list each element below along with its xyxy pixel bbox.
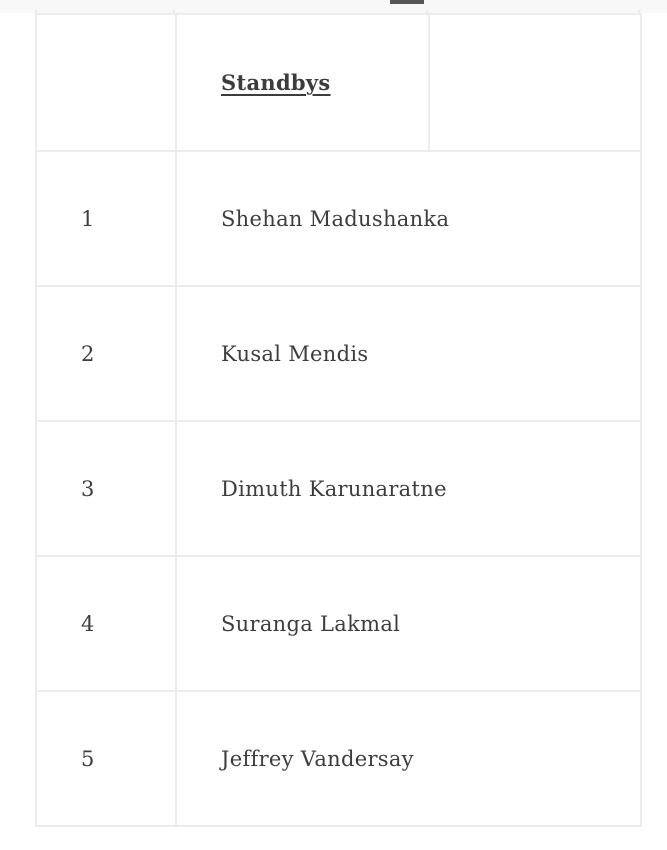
table-row: 4 Suranga Lakmal (35, 555, 642, 692)
player-name: Suranga Lakmal (175, 555, 642, 692)
row-number: 2 (35, 285, 177, 422)
row-number: 1 (35, 150, 177, 287)
table-row: 2 Kusal Mendis (35, 285, 642, 422)
row-number: 5 (35, 690, 177, 827)
player-name: Dimuth Karunaratne (175, 420, 642, 557)
header-empty-cell-right (428, 13, 642, 152)
table-row: 5 Jeffrey Vandersay (35, 690, 642, 827)
standbys-table: Standbys 1 Shehan Madushanka 2 Kusal Men… (35, 13, 642, 827)
header-title-cell: Standbys (175, 13, 430, 152)
player-name: Kusal Mendis (175, 285, 642, 422)
table-header-row: Standbys (35, 13, 642, 152)
table-row: 1 Shehan Madushanka (35, 150, 642, 287)
player-name: Shehan Madushanka (175, 150, 642, 287)
row-number: 3 (35, 420, 177, 557)
header-empty-cell-left (35, 13, 177, 152)
border-stub (426, 10, 428, 15)
border-stub (35, 10, 37, 15)
cropped-previous-content (0, 0, 667, 13)
player-name: Jeffrey Vandersay (175, 690, 642, 827)
table-title: Standbys (221, 70, 331, 95)
border-stub (638, 10, 640, 15)
row-number: 4 (35, 555, 177, 692)
border-stub (173, 10, 175, 15)
cropped-heading-underline (390, 0, 424, 4)
table-row: 3 Dimuth Karunaratne (35, 420, 642, 557)
